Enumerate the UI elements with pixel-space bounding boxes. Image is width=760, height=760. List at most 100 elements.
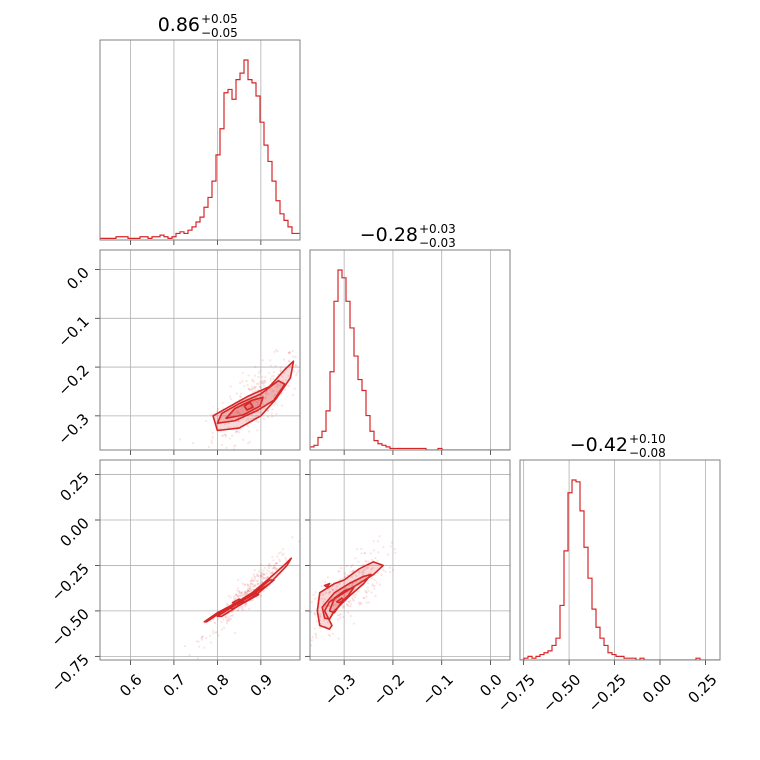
sample-point [270, 412, 273, 415]
sample-point [272, 371, 275, 374]
sample-point [335, 603, 338, 606]
sample-point [233, 594, 236, 598]
sample-point [310, 610, 313, 614]
sample-point [281, 375, 284, 378]
sample-point [246, 583, 250, 587]
tick-label-y: −0.2 [54, 361, 92, 399]
sample-point [332, 589, 335, 592]
sample-point [184, 644, 187, 648]
sample-point [357, 590, 360, 593]
sample-point [226, 620, 229, 623]
sample-point [258, 381, 261, 384]
sample-point [253, 568, 256, 572]
sample-point [267, 393, 270, 396]
sample-point [357, 569, 360, 573]
sample-point [331, 588, 334, 591]
sample-point [374, 595, 377, 598]
sample-point [275, 561, 278, 565]
sample-point [352, 622, 356, 625]
sample-point [211, 436, 214, 439]
sample-point [250, 579, 253, 582]
sample-point [266, 575, 269, 579]
sample-point [249, 582, 253, 585]
sample-point [373, 578, 376, 581]
sample-point [272, 378, 275, 381]
sample-point [276, 403, 279, 406]
sample-point [248, 586, 252, 589]
sample-point [225, 446, 228, 449]
sample-point [295, 373, 298, 377]
sample-point [267, 565, 270, 568]
tick-label-x: 0.25 [684, 671, 720, 707]
sample-point [266, 569, 269, 572]
sample-point [203, 646, 206, 649]
sample-point [197, 640, 200, 643]
sample-point [240, 592, 243, 595]
sample-point [300, 339, 302, 341]
sample-point [348, 600, 351, 604]
sample-point [279, 384, 282, 387]
sample-point [371, 584, 374, 587]
sample-point [258, 411, 261, 414]
sample-point [246, 589, 249, 592]
sample-point [288, 351, 291, 354]
sample-point [229, 596, 232, 599]
sample-point [267, 415, 270, 419]
sample-point [337, 570, 340, 573]
sample-point [326, 621, 329, 624]
sample-point [331, 588, 334, 591]
sample-point [271, 390, 274, 393]
sample-point [237, 594, 240, 597]
sample-point [349, 570, 352, 573]
sample-point [262, 572, 265, 576]
sample-point [328, 604, 331, 607]
sample-point [250, 588, 253, 591]
tick-label-y: 0.00 [56, 514, 92, 550]
sample-point [236, 609, 239, 612]
sample-point [337, 618, 340, 621]
sample-point [279, 551, 282, 554]
sample-point [288, 351, 291, 354]
sample-point [221, 407, 224, 410]
title-2-median: −0.42 [570, 434, 628, 456]
sample-point [256, 411, 259, 414]
sample-point [311, 636, 315, 639]
sample-point [222, 618, 225, 621]
sample-point [349, 614, 352, 618]
panel-2-2: −0.75 −0.50 −0.25 0.00 0.25 [494, 459, 721, 716]
sample-point [293, 370, 296, 373]
sample-point [250, 388, 254, 391]
sample-point [222, 626, 226, 629]
sample-point [364, 591, 368, 594]
sample-point [227, 603, 230, 606]
sample-point [377, 551, 380, 554]
contour-level-0 [212, 360, 295, 432]
sample-point [354, 557, 357, 560]
sample-point [355, 548, 359, 551]
sample-point [210, 439, 213, 442]
sample-point [255, 580, 259, 583]
sample-point [310, 600, 314, 604]
sample-point [358, 603, 361, 606]
sample-point [278, 560, 282, 563]
sample-point [253, 575, 256, 578]
sample-point [263, 379, 266, 382]
sample-point [251, 599, 254, 602]
sample-point [366, 565, 369, 568]
sample-point [261, 572, 264, 575]
sample-point [253, 380, 256, 383]
sample-point [348, 599, 352, 602]
sample-point [264, 393, 267, 396]
sample-point [260, 381, 263, 384]
sample-point [327, 633, 331, 637]
sample-point [345, 565, 348, 568]
sample-point [243, 603, 246, 607]
sample-point [188, 653, 191, 657]
sample-point [232, 445, 236, 448]
sample-point [274, 401, 277, 404]
sample-point [352, 594, 355, 597]
sample-point [278, 558, 281, 561]
tick-label-x: −0.75 [494, 671, 539, 716]
sample-point [261, 578, 264, 581]
sample-point [314, 597, 317, 600]
